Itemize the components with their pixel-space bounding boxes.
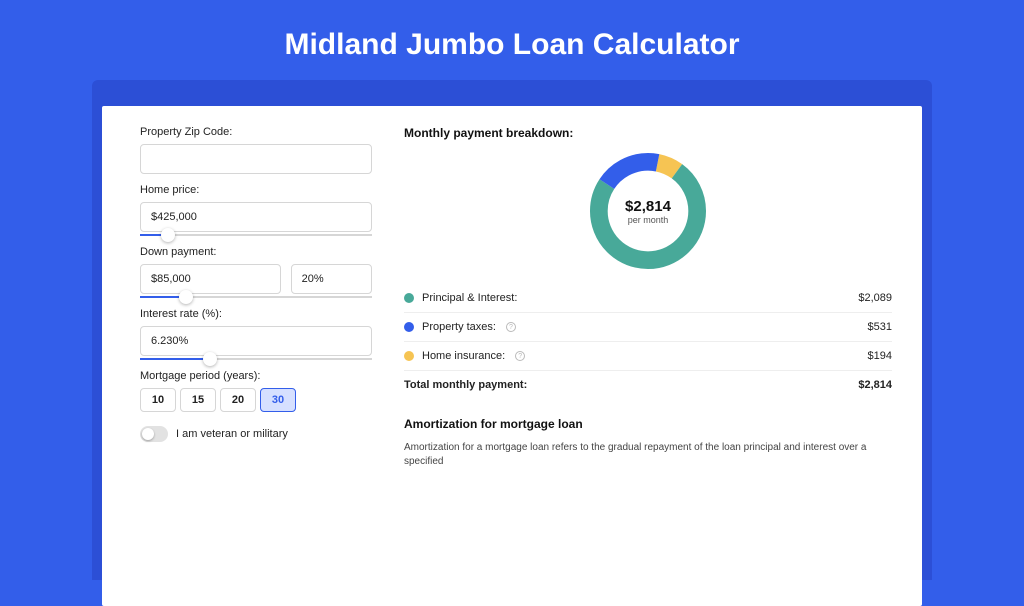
legend-dot xyxy=(404,293,414,303)
veteran-toggle[interactable] xyxy=(140,426,168,442)
donut-chart-wrap: $2,814 per month xyxy=(404,148,892,284)
mortgage-period-option[interactable]: 10 xyxy=(140,388,176,412)
donut-center-sub: per month xyxy=(628,215,669,225)
breakdown-row: Property taxes:? $531 xyxy=(404,313,892,342)
home-price-label: Home price: xyxy=(140,184,372,196)
veteran-toggle-label: I am veteran or military xyxy=(176,428,288,440)
interest-rate-label: Interest rate (%): xyxy=(140,308,372,320)
breakdown-row-label: Property taxes: xyxy=(422,321,496,333)
zip-label: Property Zip Code: xyxy=(140,126,372,138)
mortgage-period-options: 10152030 xyxy=(140,388,372,412)
breakdown-total-value: $2,814 xyxy=(858,379,892,391)
breakdown-row-label: Principal & Interest: xyxy=(422,292,517,304)
info-icon[interactable]: ? xyxy=(506,322,516,332)
mortgage-period-option[interactable]: 20 xyxy=(220,388,256,412)
interest-rate-slider[interactable] xyxy=(140,358,372,360)
breakdown-total-row: Total monthly payment: $2,814 xyxy=(404,371,892,399)
breakdown-row-value: $531 xyxy=(868,321,892,333)
mortgage-period-option[interactable]: 15 xyxy=(180,388,216,412)
info-icon[interactable]: ? xyxy=(515,351,525,361)
home-price-input[interactable] xyxy=(140,202,372,232)
calculator-outer-card: Property Zip Code: Home price: Down paym… xyxy=(92,80,932,580)
down-payment-slider[interactable] xyxy=(140,296,372,298)
form-column: Property Zip Code: Home price: Down paym… xyxy=(102,106,392,606)
breakdown-column: Monthly payment breakdown: $2,814 per mo… xyxy=(392,106,922,606)
calculator-card: Property Zip Code: Home price: Down paym… xyxy=(102,106,922,606)
breakdown-row: Home insurance:? $194 xyxy=(404,342,892,371)
legend-dot xyxy=(404,351,414,361)
down-payment-label: Down payment: xyxy=(140,246,372,258)
donut-center-value: $2,814 xyxy=(625,198,671,215)
donut-chart: $2,814 per month xyxy=(589,152,707,270)
down-payment-percent-input[interactable] xyxy=(291,264,372,294)
home-price-slider[interactable] xyxy=(140,234,372,236)
page-title: Midland Jumbo Loan Calculator xyxy=(0,0,1024,80)
mortgage-period-option[interactable]: 30 xyxy=(260,388,296,412)
legend-dot xyxy=(404,322,414,332)
amortization-title: Amortization for mortgage loan xyxy=(404,417,892,431)
down-payment-amount-input[interactable] xyxy=(140,264,281,294)
mortgage-period-label: Mortgage period (years): xyxy=(140,370,372,382)
breakdown-row: Principal & Interest: $2,089 xyxy=(404,284,892,313)
zip-input[interactable] xyxy=(140,144,372,174)
breakdown-row-label: Home insurance: xyxy=(422,350,505,362)
breakdown-row-value: $2,089 xyxy=(858,292,892,304)
breakdown-row-value: $194 xyxy=(868,350,892,362)
interest-rate-input[interactable] xyxy=(140,326,372,356)
amortization-text: Amortization for a mortgage loan refers … xyxy=(404,441,892,469)
breakdown-title: Monthly payment breakdown: xyxy=(404,126,892,140)
breakdown-total-label: Total monthly payment: xyxy=(404,379,527,391)
